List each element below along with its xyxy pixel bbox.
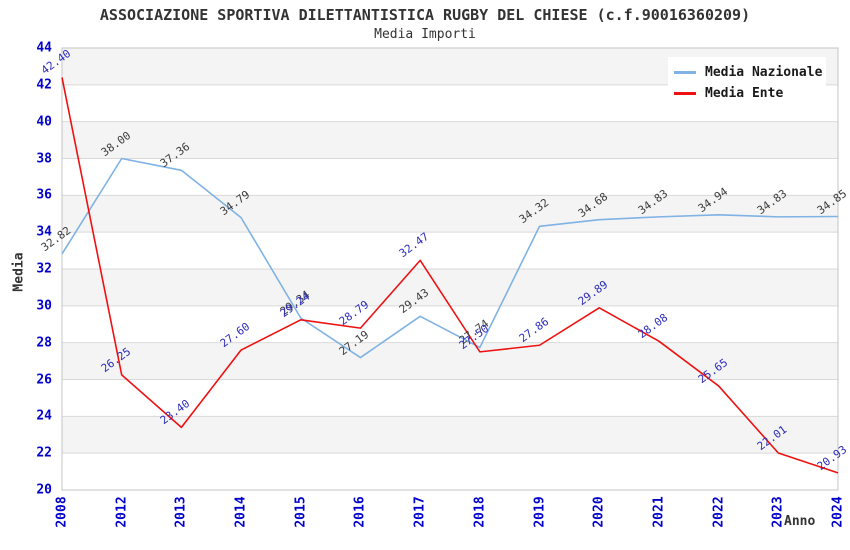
chart-title: ASSOCIAZIONE SPORTIVA DILETTANTISTICA RU… <box>99 6 751 24</box>
plot-band <box>62 232 838 269</box>
legend: Media Nazionale Media Ente <box>668 57 826 109</box>
ente-line <box>61 77 839 474</box>
x-tick-label: 2008 <box>54 496 70 528</box>
y-tick-label: 42 <box>36 77 52 93</box>
plot-band <box>62 342 838 380</box>
legend-item-ente: Media Ente <box>674 83 820 104</box>
plot-band <box>62 379 838 417</box>
plot-band <box>62 121 838 159</box>
y-tick-label: 44 <box>36 40 52 56</box>
plot-band <box>62 416 838 454</box>
x-tick-label: 2014 <box>233 496 249 528</box>
legend-label-ente: Media Ente <box>705 86 784 101</box>
x-tick-label: 2017 <box>412 496 428 528</box>
x-tick-label: 2015 <box>293 496 309 528</box>
plot-border <box>61 47 839 491</box>
legend-item-nazionale: Media Nazionale <box>674 62 823 83</box>
legend-label-nazionale: Media Nazionale <box>705 65 823 80</box>
y-tick-label: 26 <box>36 372 52 387</box>
ente-line-swatch-icon <box>674 92 696 95</box>
plot-band <box>62 269 838 306</box>
y-tick-label: 28 <box>36 335 52 351</box>
nazionale-line <box>61 157 839 359</box>
x-tick-label: 2024 <box>830 496 846 528</box>
x-tick-label: 2016 <box>352 496 368 528</box>
x-tick-label: 2021 <box>651 496 667 528</box>
plot-band <box>62 158 838 196</box>
y-tick-label: 24 <box>36 408 52 424</box>
y-tick-label: 36 <box>36 187 52 203</box>
chart-subtitle: Media Importi <box>374 27 476 42</box>
x-axis-title: Anno <box>784 514 816 529</box>
y-tick-label: 40 <box>36 114 52 130</box>
y-axis-title: Media <box>11 252 27 292</box>
x-tick-label: 2013 <box>173 496 189 528</box>
x-tick-label: 2018 <box>472 496 488 528</box>
y-tick-label: 22 <box>36 445 52 461</box>
x-tick-label: 2012 <box>114 496 130 528</box>
x-tick-label: 2020 <box>591 496 607 528</box>
plot-band <box>62 195 838 233</box>
plot-band <box>62 305 838 343</box>
x-tick-label: 2022 <box>711 496 727 528</box>
y-tick-label: 20 <box>36 482 52 498</box>
y-tick-label: 30 <box>36 298 52 314</box>
y-tick-label: 34 <box>36 224 52 240</box>
nazionale-line-swatch-icon <box>674 71 696 74</box>
plot-band <box>62 453 838 490</box>
y-tick-label: 32 <box>36 261 52 277</box>
x-tick-label: 2019 <box>532 496 548 528</box>
y-tick-label: 38 <box>36 151 52 166</box>
